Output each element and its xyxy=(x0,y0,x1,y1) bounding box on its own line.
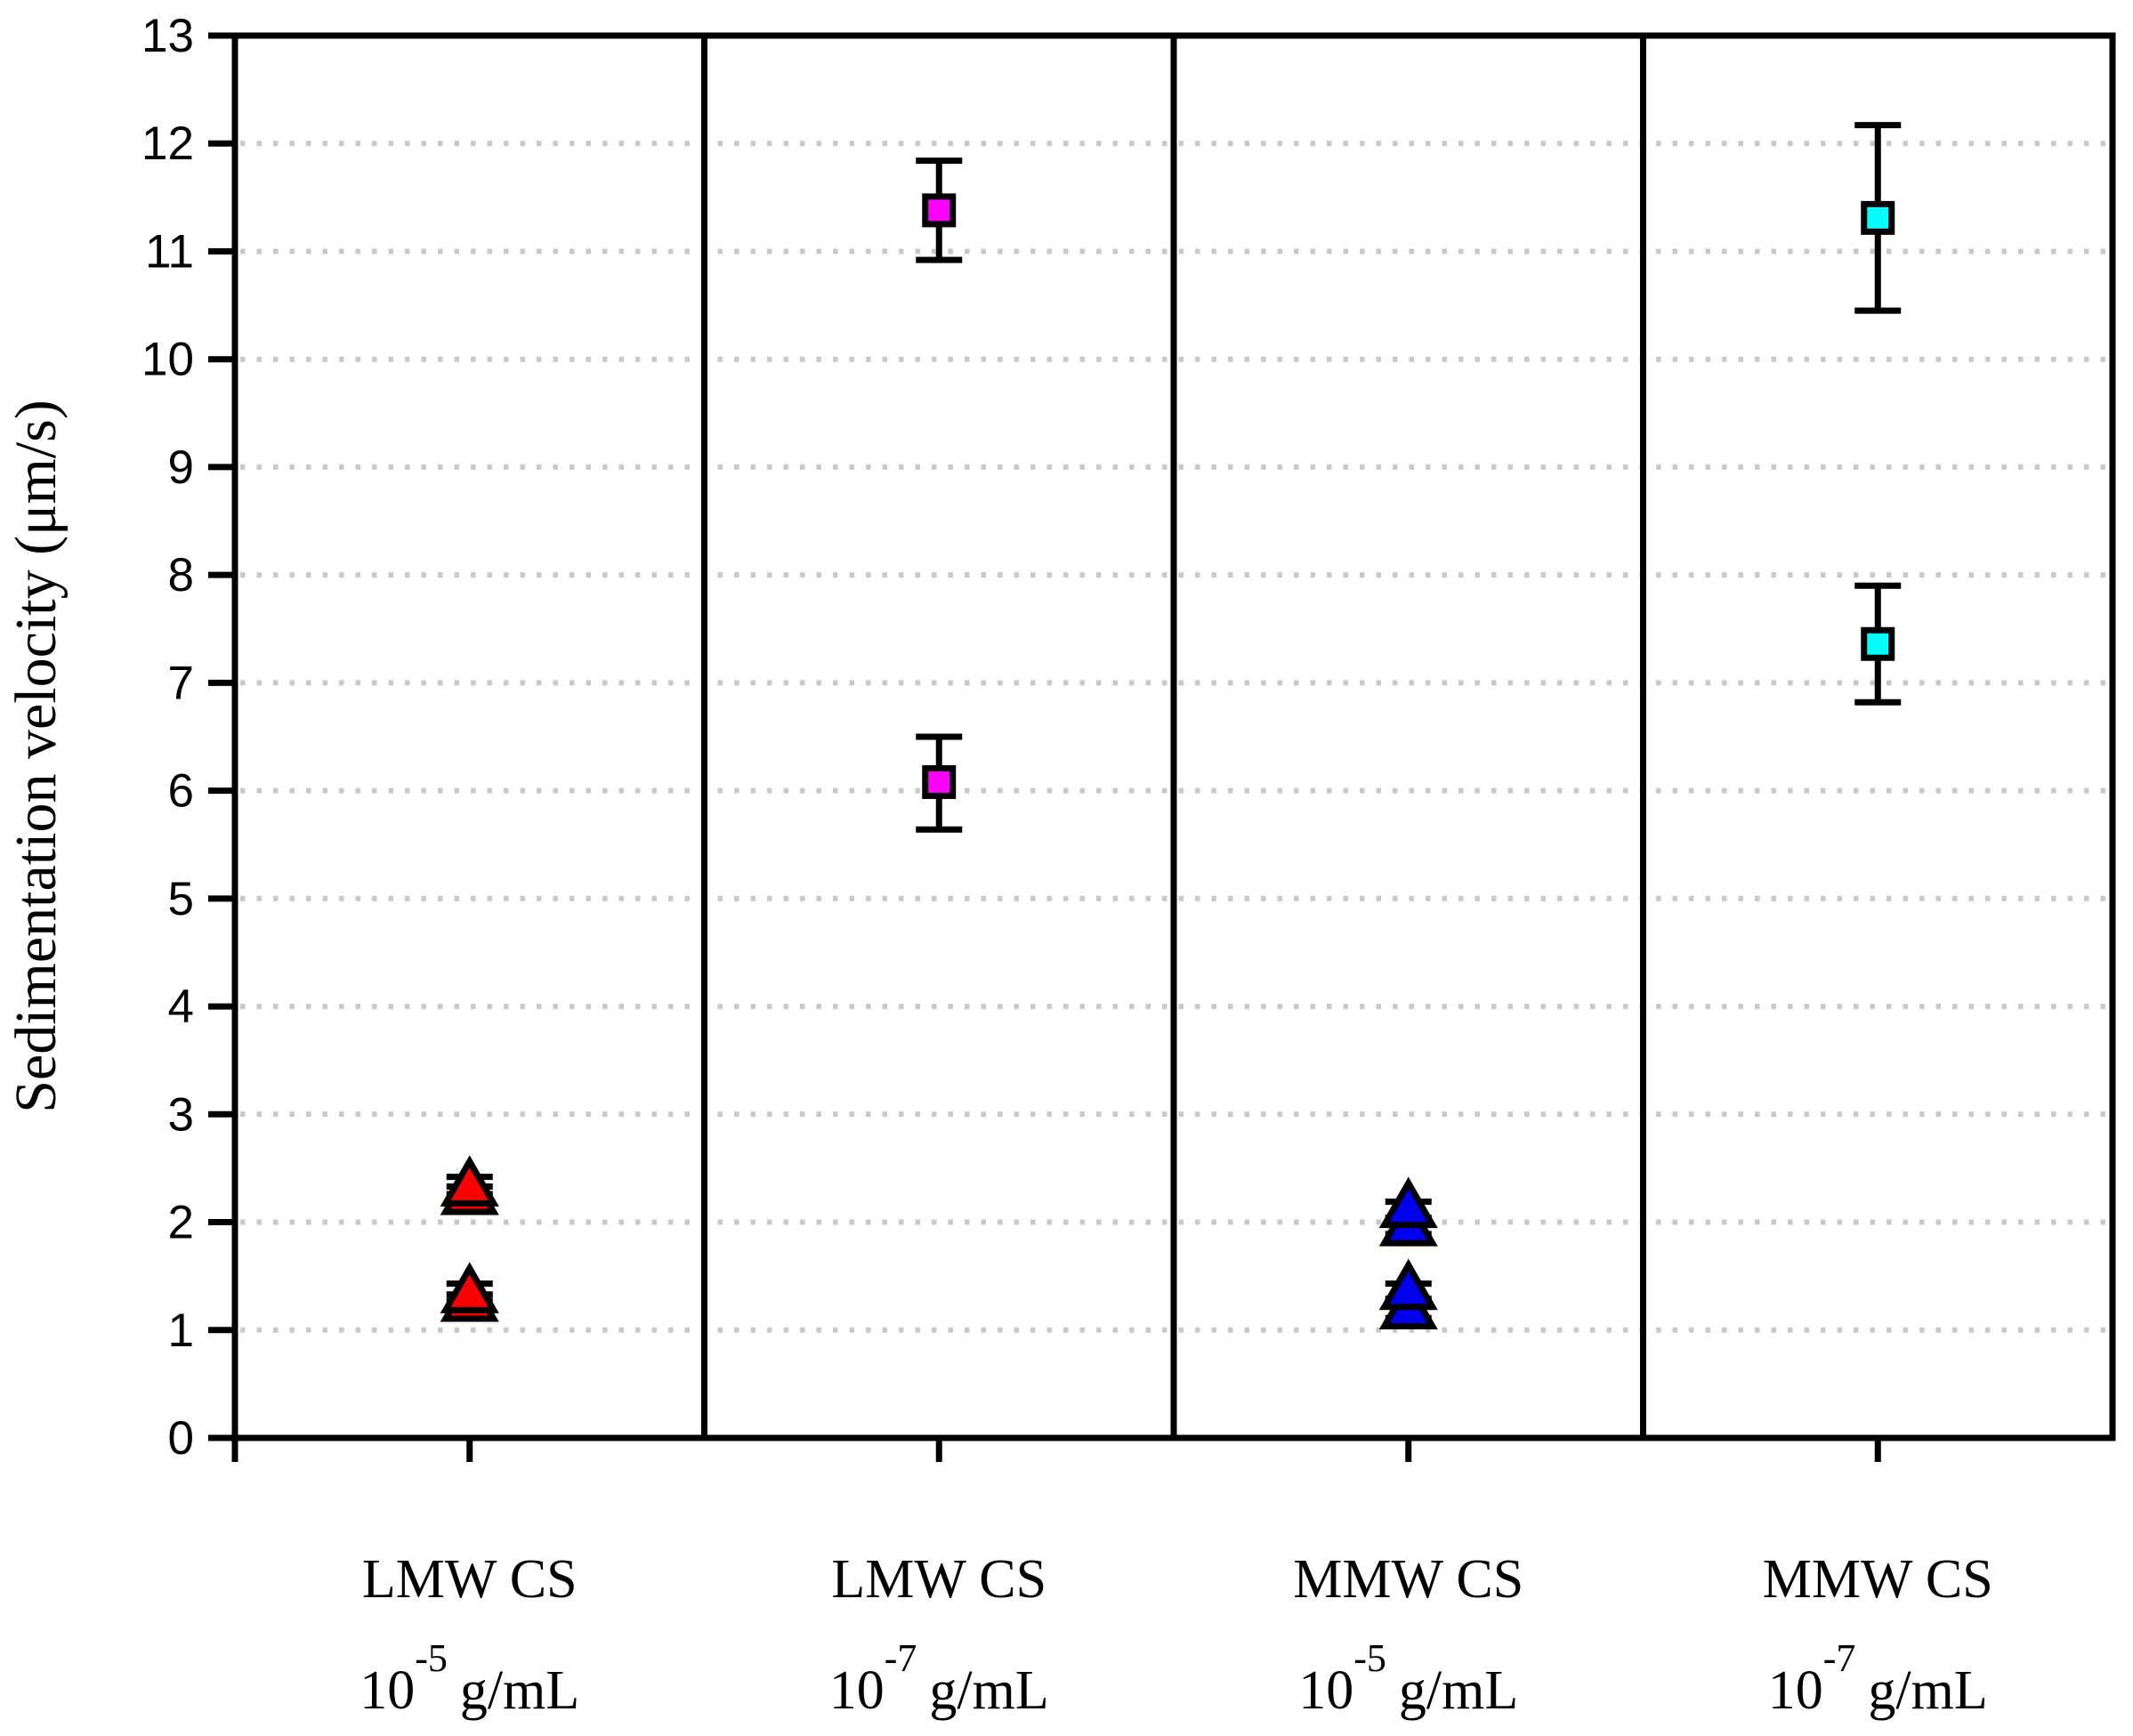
category-label-name: LMW CS xyxy=(831,1549,1046,1610)
triangle-marker xyxy=(440,1155,499,1207)
category-label-concentration: 10-7g/mL xyxy=(829,1636,1049,1721)
y-tick-label: 7 xyxy=(168,657,194,709)
category-label-concentration: 10-5g/mL xyxy=(360,1636,579,1721)
category-label-name: MMW CS xyxy=(1293,1549,1523,1610)
y-tick-label: 10 xyxy=(141,334,194,386)
y-tick-label: 11 xyxy=(145,225,194,278)
triangle-marker xyxy=(1378,1258,1438,1311)
category-label-concentration: 10-7g/mL xyxy=(1768,1636,1988,1721)
category-label-concentration: 10-5g/mL xyxy=(1298,1636,1518,1721)
square-marker xyxy=(1861,200,1895,235)
triangle-marker xyxy=(1378,1176,1438,1229)
y-tick-label: 0 xyxy=(168,1412,194,1465)
triangle-marker xyxy=(440,1262,499,1313)
y-tick-label: 13 xyxy=(141,10,194,62)
y-tick-label: 9 xyxy=(168,441,194,494)
y-tick-label: 6 xyxy=(168,765,194,818)
y-tick-label: 4 xyxy=(168,981,194,1033)
square-marker xyxy=(922,193,957,228)
y-tick-label: 5 xyxy=(168,873,194,925)
y-tick-label: 2 xyxy=(168,1197,194,1249)
y-tick-label: 3 xyxy=(168,1088,194,1141)
y-tick-label: 1 xyxy=(168,1304,194,1357)
square-marker xyxy=(922,764,957,799)
category-label-name: LMW CS xyxy=(362,1549,578,1610)
category-label-name: MMW CS xyxy=(1763,1549,1993,1610)
y-tick-label: 8 xyxy=(168,549,194,602)
square-marker xyxy=(1861,626,1895,661)
y-axis-title: Sedimentation velocity (μm/s) xyxy=(4,400,69,1113)
y-tick-label: 12 xyxy=(141,117,194,170)
